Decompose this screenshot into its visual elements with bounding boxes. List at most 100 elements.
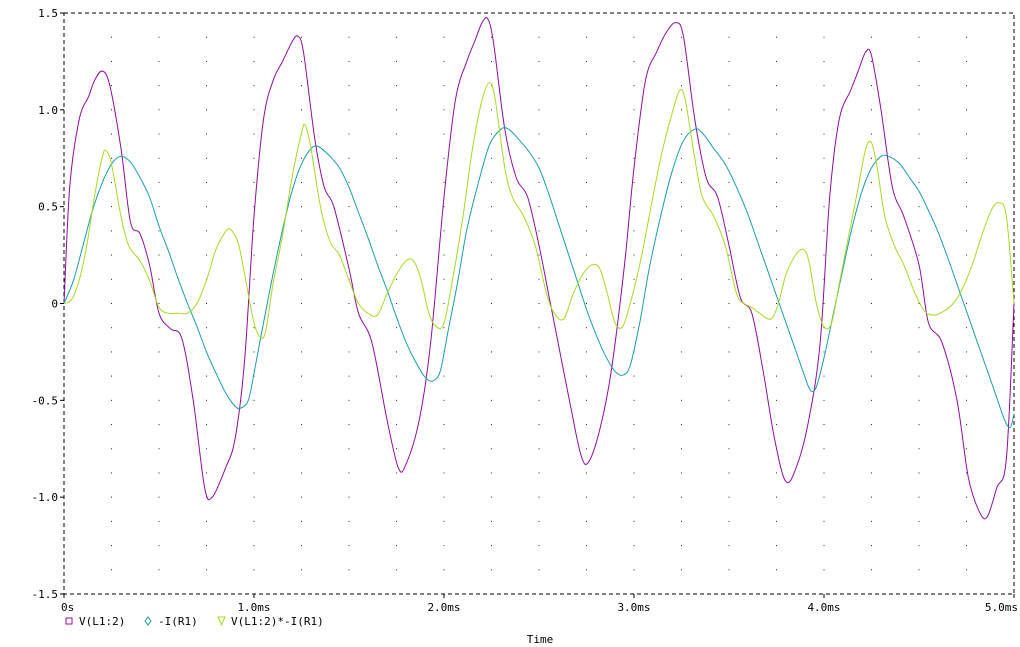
grid-dot [206,303,207,304]
grid-dot [301,85,302,87]
grid-dot [538,351,540,353]
grid-dot [871,327,872,329]
grid-dot [158,206,160,208]
grid-dot [348,424,350,426]
grid-dot [633,133,635,135]
grid-dot [443,181,445,183]
grid-dot [111,520,112,522]
grid-dot [586,36,587,38]
grid-dot [681,569,682,571]
grid-dot [871,60,872,62]
grid-dot [681,181,682,183]
grid-dot [823,375,825,377]
grid-dot [776,278,777,280]
grid-dot [538,303,540,304]
grid-dot [348,157,350,159]
grid-dot [253,496,255,498]
grid-dot [681,60,682,62]
grid-dot [681,133,682,135]
grid-dot [586,278,587,280]
grid-dot [253,206,255,208]
grid-dot [538,496,540,498]
grid-dot [301,569,302,571]
grid-dot [871,496,872,498]
grid-dot [396,181,397,183]
grid-dot [111,472,112,474]
grid-dot [491,545,492,547]
grid-dot [301,545,302,547]
grid-dot [491,520,492,522]
grid-dot [871,303,872,304]
grid-dot [776,60,777,62]
grid-dot [728,157,730,159]
grid-dot [823,472,825,474]
grid-dot [776,85,777,87]
grid-dot [538,206,540,208]
grid-dot [491,206,492,208]
grid-dot [443,375,445,377]
grid-dot [301,278,302,280]
grid-dot [871,375,872,377]
grid-dot [776,109,777,111]
grid-dot [586,472,587,474]
grid-dot [301,181,302,183]
grid-dot [158,472,160,474]
grid-dot [301,157,302,159]
grid-dot [823,157,825,159]
grid-dot [348,230,350,232]
grid-dot [158,303,160,304]
grid-dot [206,520,207,522]
grid-dot [348,133,350,135]
grid-dot [443,520,445,522]
grid-dot [348,206,350,208]
grid-dot [111,496,112,498]
legend-marker-1 [65,617,73,625]
grid-dot [301,254,302,256]
grid-dot [206,133,207,135]
grid-dot [348,303,350,304]
grid-dot [301,448,302,450]
grid-dot [681,327,682,329]
grid-dot [491,424,492,426]
grid-dot [918,520,920,522]
legend-label-3: V(L1:2)*-I(R1) [231,615,324,628]
y-tick-label: 0.5 [38,201,58,214]
grid-dot [871,254,872,256]
grid-dot [348,254,350,256]
grid-dot [491,181,492,183]
grid-dot [253,424,255,426]
grid-dot [443,472,445,474]
x-tick-label: 1.0ms [237,601,270,614]
grid-dot [443,60,445,62]
grid-dot [158,424,160,426]
grid-dot [586,206,587,208]
grid-dot [918,399,920,401]
grid-dot [301,60,302,62]
grid-dot [348,399,350,401]
grid-dot [443,278,445,280]
grid-dot [586,181,587,183]
grid-dot [206,157,207,159]
grid-dot [966,424,967,426]
grid-dot [491,60,492,62]
legend-label-1: V(L1:2) [79,615,125,628]
grid-dot [871,569,872,571]
x-tick-label: 2.0ms [427,601,460,614]
grid-dot [111,36,112,38]
grid-dot [918,545,920,547]
y-tick-label: 1.0 [38,104,58,117]
grid-dot [728,351,730,353]
grid-dot [776,545,777,547]
grid-dot [253,133,255,135]
grid-dot [206,545,207,547]
grid-dot [681,375,682,377]
grid-dot [301,375,302,377]
grid-dot [966,230,967,232]
grid-dot [681,278,682,280]
grid-dot [301,327,302,329]
grid-dot [348,448,350,450]
grid-dot [206,230,207,232]
grid-dot [491,351,492,353]
grid-dot [871,520,872,522]
grid-dot [538,133,540,135]
